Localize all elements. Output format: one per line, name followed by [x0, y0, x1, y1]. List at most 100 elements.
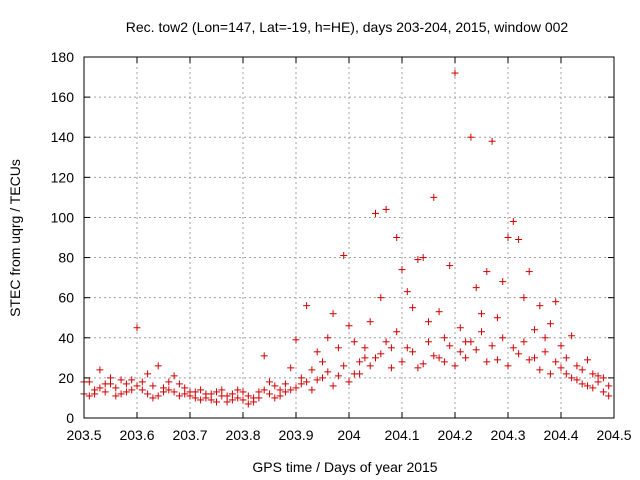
data-point [488, 137, 496, 145]
data-point [599, 374, 607, 382]
data-point [377, 294, 385, 302]
data-point [419, 360, 427, 368]
data-point [584, 382, 591, 390]
data-point [276, 392, 284, 400]
data-point [557, 364, 565, 372]
data-point [414, 364, 422, 372]
data-point [377, 350, 385, 358]
data-point [308, 366, 316, 374]
data-point [573, 362, 581, 370]
data-point [589, 370, 597, 378]
data-point [536, 366, 544, 374]
y-tick-label: 140 [51, 129, 75, 145]
data-point [133, 324, 141, 332]
data-point [599, 388, 607, 396]
data-point [483, 358, 491, 366]
data-point [303, 302, 311, 310]
data-point [345, 322, 353, 330]
data-point [244, 392, 252, 400]
data-point [334, 344, 342, 352]
data-point [255, 388, 263, 396]
data-point [520, 294, 528, 302]
data-point [133, 382, 141, 390]
x-axis-label: GPS time / Days of year 2015 [252, 459, 437, 475]
data-point [541, 334, 549, 342]
data-point [525, 268, 533, 276]
x-tick-label: 203.5 [66, 427, 101, 443]
data-point [451, 69, 459, 77]
data-point [107, 374, 114, 382]
data-point [366, 362, 374, 370]
data-point [382, 205, 390, 213]
x-tick-label: 204.5 [596, 427, 631, 443]
y-tick-label: 180 [51, 49, 75, 65]
data-point [520, 338, 528, 346]
data-point [117, 376, 125, 384]
data-point [154, 362, 162, 370]
data-point [234, 394, 242, 402]
data-point [403, 344, 411, 352]
x-tick-label: 204 [337, 427, 361, 443]
data-point [562, 370, 570, 378]
data-point [393, 234, 401, 241]
data-point [562, 354, 570, 362]
data-point [170, 388, 178, 396]
data-point [260, 352, 268, 360]
data-point [504, 234, 512, 241]
data-point [107, 380, 114, 388]
data-point [281, 380, 289, 388]
data-point [372, 209, 379, 217]
data-point [456, 324, 464, 332]
data-point [446, 342, 454, 350]
data-point [297, 380, 305, 388]
data-point [160, 384, 167, 392]
data-point [144, 390, 152, 398]
data-point [207, 390, 215, 398]
data-point [472, 284, 480, 292]
data-point [239, 396, 247, 404]
data-point [350, 370, 358, 378]
data-point [165, 386, 173, 394]
x-tick-label: 203.6 [119, 427, 154, 443]
data-point [207, 396, 215, 404]
data-point [117, 390, 125, 398]
data-point [557, 342, 565, 350]
y-tick-label: 0 [66, 410, 74, 426]
data-point [509, 344, 517, 352]
data-point [356, 358, 364, 366]
data-point [202, 394, 210, 402]
data-point [393, 328, 401, 336]
data-point [552, 298, 560, 306]
data-point [589, 384, 597, 392]
axis-ticks: 203.5 203.6 203.7 203.8 203.9 204 204.1 204.2 20… [51, 49, 632, 443]
data-point [260, 386, 268, 394]
data-point [287, 364, 295, 372]
y-axis-label: STEC from uqrg / TECUs [7, 159, 23, 317]
data-point [91, 390, 99, 398]
data-point [313, 376, 321, 384]
data-point [122, 380, 130, 388]
x-tick-label: 204.4 [543, 427, 578, 443]
data-point [329, 382, 337, 390]
data-point [515, 236, 523, 244]
data-point [319, 374, 326, 382]
data-point [213, 388, 220, 396]
data-point [228, 390, 236, 398]
data-point [403, 288, 411, 296]
data-point [488, 342, 496, 350]
y-tick-label: 80 [58, 250, 74, 266]
data-point [340, 362, 348, 370]
data-point [478, 328, 485, 336]
data-point [414, 256, 422, 264]
chart-title: Rec. tow2 (Lon=147, Lat=-19, h=HE), days… [126, 19, 569, 35]
data-point [101, 388, 109, 396]
data-point [409, 348, 417, 356]
data-point [345, 378, 353, 386]
x-tick-label: 204.1 [384, 427, 419, 443]
data-point [228, 396, 236, 404]
data-point [462, 354, 470, 362]
data-point [605, 392, 613, 400]
data-point [223, 392, 231, 400]
data-point [85, 392, 93, 400]
data-point [425, 338, 432, 346]
